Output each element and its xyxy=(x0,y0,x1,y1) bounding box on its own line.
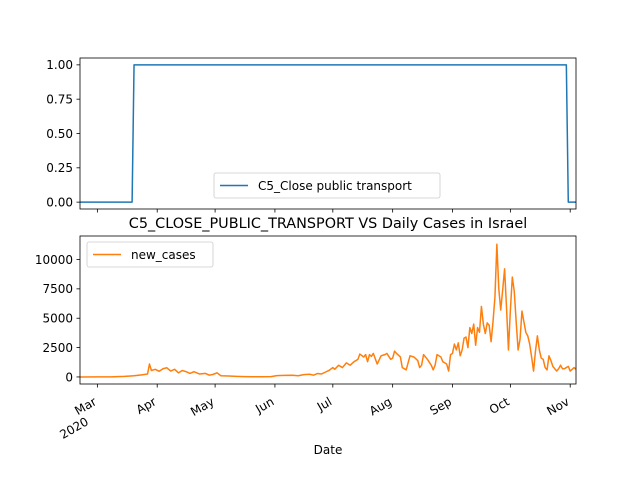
bottom-series-line-new-cases xyxy=(80,243,576,378)
top-y-tick-label: 0.25 xyxy=(46,161,73,175)
bottom-legend-label: new_cases xyxy=(131,248,196,262)
top-series-line-c5-close-public-transport xyxy=(80,64,576,203)
bottom-x-tick-label: Aug xyxy=(367,394,394,418)
bottom-y-tick-label: 10000 xyxy=(35,253,73,267)
top-x-ticks xyxy=(96,209,571,213)
bottom-legend: new_cases xyxy=(86,241,214,268)
bottom-axes-frame xyxy=(79,235,577,385)
bottom-y-tick-label: 7500 xyxy=(42,282,73,296)
bottom-legend-box xyxy=(86,241,214,268)
bottom-x-tick-label: Apr xyxy=(134,394,159,417)
top-y-tick-label: 1.00 xyxy=(46,58,73,72)
top-axes-frame xyxy=(79,57,577,210)
bottom-y-tick-label: 5000 xyxy=(42,312,73,326)
top-y-tick-label: 0.00 xyxy=(46,195,73,209)
bottom-panel: C5_CLOSE_PUBLIC_TRANSPORT VS Daily Cases… xyxy=(35,216,577,457)
top-series xyxy=(80,64,576,203)
top-panel: 0.00 0.25 0.50 0.75 1.00 C5_Close public tra… xyxy=(46,57,577,213)
top-y-ticks: 0.00 0.25 0.50 0.75 1.00 xyxy=(46,58,80,209)
top-legend-box xyxy=(213,172,441,199)
bottom-x-tick-label: Sep xyxy=(427,394,454,417)
top-legend-label: C5_Close public transport xyxy=(258,179,412,193)
bottom-x-axis-label: Date xyxy=(314,443,343,457)
bottom-x-tick-label: May xyxy=(188,394,216,419)
bottom-y-tick-label: 2500 xyxy=(42,341,73,355)
bottom-x-tick-label: Jun xyxy=(252,394,276,416)
top-y-tick-label: 0.75 xyxy=(46,92,73,106)
top-legend: C5_Close public transport xyxy=(213,172,441,199)
bottom-y-tick-label: 0 xyxy=(65,370,73,384)
top-y-tick-label: 0.50 xyxy=(46,127,73,141)
bottom-x-tick-label: Mar xyxy=(72,394,99,417)
bottom-series xyxy=(80,243,576,378)
bottom-x-tick-year-label: 2020 xyxy=(57,414,90,441)
bottom-x-tick-label: Jul xyxy=(314,394,334,414)
bottom-y-ticks: 0 2500 5000 7500 10000 xyxy=(35,253,80,384)
bottom-chart-title: C5_CLOSE_PUBLIC_TRANSPORT VS Daily Cases… xyxy=(129,216,527,232)
bottom-x-tick-label: Nov xyxy=(544,394,571,418)
bottom-x-tick-label: Oct xyxy=(487,394,512,417)
